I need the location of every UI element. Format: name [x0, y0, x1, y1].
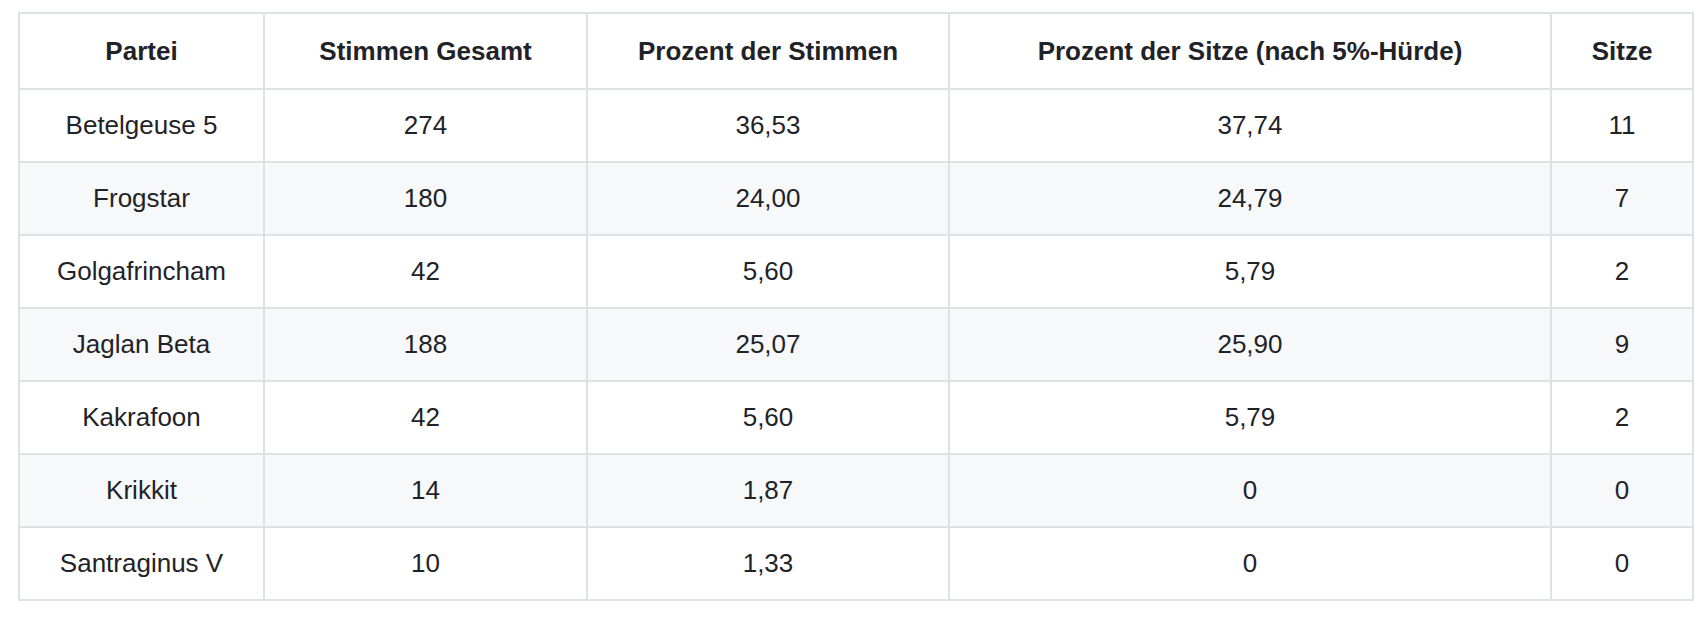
cell-prozent-stimmen: 1,33 — [587, 527, 949, 600]
election-results-table: Partei Stimmen Gesamt Prozent der Stimme… — [18, 12, 1694, 601]
cell-sitze: 9 — [1551, 308, 1693, 381]
column-header-prozent-stimmen: Prozent der Stimmen — [587, 13, 949, 89]
election-results-table-container: Partei Stimmen Gesamt Prozent der Stimme… — [0, 0, 1698, 601]
cell-partei: Kakrafoon — [19, 381, 264, 454]
cell-stimmen-gesamt: 14 — [264, 454, 587, 527]
cell-prozent-sitze: 0 — [949, 527, 1551, 600]
table-row: Betelgeuse 5 274 36,53 37,74 11 — [19, 89, 1693, 162]
table-row: Santraginus V 10 1,33 0 0 — [19, 527, 1693, 600]
cell-partei: Golgafrincham — [19, 235, 264, 308]
cell-stimmen-gesamt: 188 — [264, 308, 587, 381]
cell-stimmen-gesamt: 180 — [264, 162, 587, 235]
cell-prozent-sitze: 5,79 — [949, 235, 1551, 308]
cell-stimmen-gesamt: 10 — [264, 527, 587, 600]
column-header-prozent-sitze: Prozent der Sitze (nach 5%-Hürde) — [949, 13, 1551, 89]
cell-partei: Krikkit — [19, 454, 264, 527]
table-row: Jaglan Beta 188 25,07 25,90 9 — [19, 308, 1693, 381]
header-row: Partei Stimmen Gesamt Prozent der Stimme… — [19, 13, 1693, 89]
cell-sitze: 0 — [1551, 454, 1693, 527]
cell-partei: Frogstar — [19, 162, 264, 235]
cell-prozent-sitze: 24,79 — [949, 162, 1551, 235]
cell-stimmen-gesamt: 274 — [264, 89, 587, 162]
cell-sitze: 0 — [1551, 527, 1693, 600]
table-row: Frogstar 180 24,00 24,79 7 — [19, 162, 1693, 235]
cell-stimmen-gesamt: 42 — [264, 381, 587, 454]
column-header-partei: Partei — [19, 13, 264, 89]
cell-prozent-sitze: 37,74 — [949, 89, 1551, 162]
cell-sitze: 7 — [1551, 162, 1693, 235]
cell-stimmen-gesamt: 42 — [264, 235, 587, 308]
cell-prozent-sitze: 25,90 — [949, 308, 1551, 381]
cell-prozent-stimmen: 24,00 — [587, 162, 949, 235]
table-row: Krikkit 14 1,87 0 0 — [19, 454, 1693, 527]
cell-partei: Betelgeuse 5 — [19, 89, 264, 162]
cell-partei: Santraginus V — [19, 527, 264, 600]
column-header-stimmen-gesamt: Stimmen Gesamt — [264, 13, 587, 89]
cell-prozent-stimmen: 1,87 — [587, 454, 949, 527]
cell-prozent-sitze: 5,79 — [949, 381, 1551, 454]
table-row: Kakrafoon 42 5,60 5,79 2 — [19, 381, 1693, 454]
column-header-sitze: Sitze — [1551, 13, 1693, 89]
cell-partei: Jaglan Beta — [19, 308, 264, 381]
cell-prozent-stimmen: 5,60 — [587, 235, 949, 308]
cell-prozent-stimmen: 36,53 — [587, 89, 949, 162]
cell-sitze: 2 — [1551, 235, 1693, 308]
table-row: Golgafrincham 42 5,60 5,79 2 — [19, 235, 1693, 308]
cell-sitze: 11 — [1551, 89, 1693, 162]
cell-sitze: 2 — [1551, 381, 1693, 454]
cell-prozent-stimmen: 25,07 — [587, 308, 949, 381]
cell-prozent-stimmen: 5,60 — [587, 381, 949, 454]
cell-prozent-sitze: 0 — [949, 454, 1551, 527]
